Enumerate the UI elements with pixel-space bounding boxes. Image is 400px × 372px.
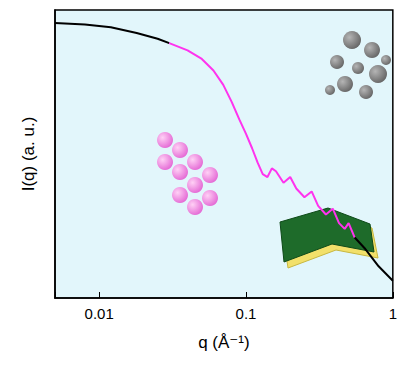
svg-text:0.1: 0.1 (236, 305, 257, 322)
svg-text:1: 1 (389, 305, 397, 322)
svg-text:I(q) (a. u.): I(q) (a. u.) (19, 117, 38, 192)
svg-text:q (Å⁻¹): q (Å⁻¹) (198, 333, 249, 352)
svg-text:0.01: 0.01 (85, 305, 114, 322)
